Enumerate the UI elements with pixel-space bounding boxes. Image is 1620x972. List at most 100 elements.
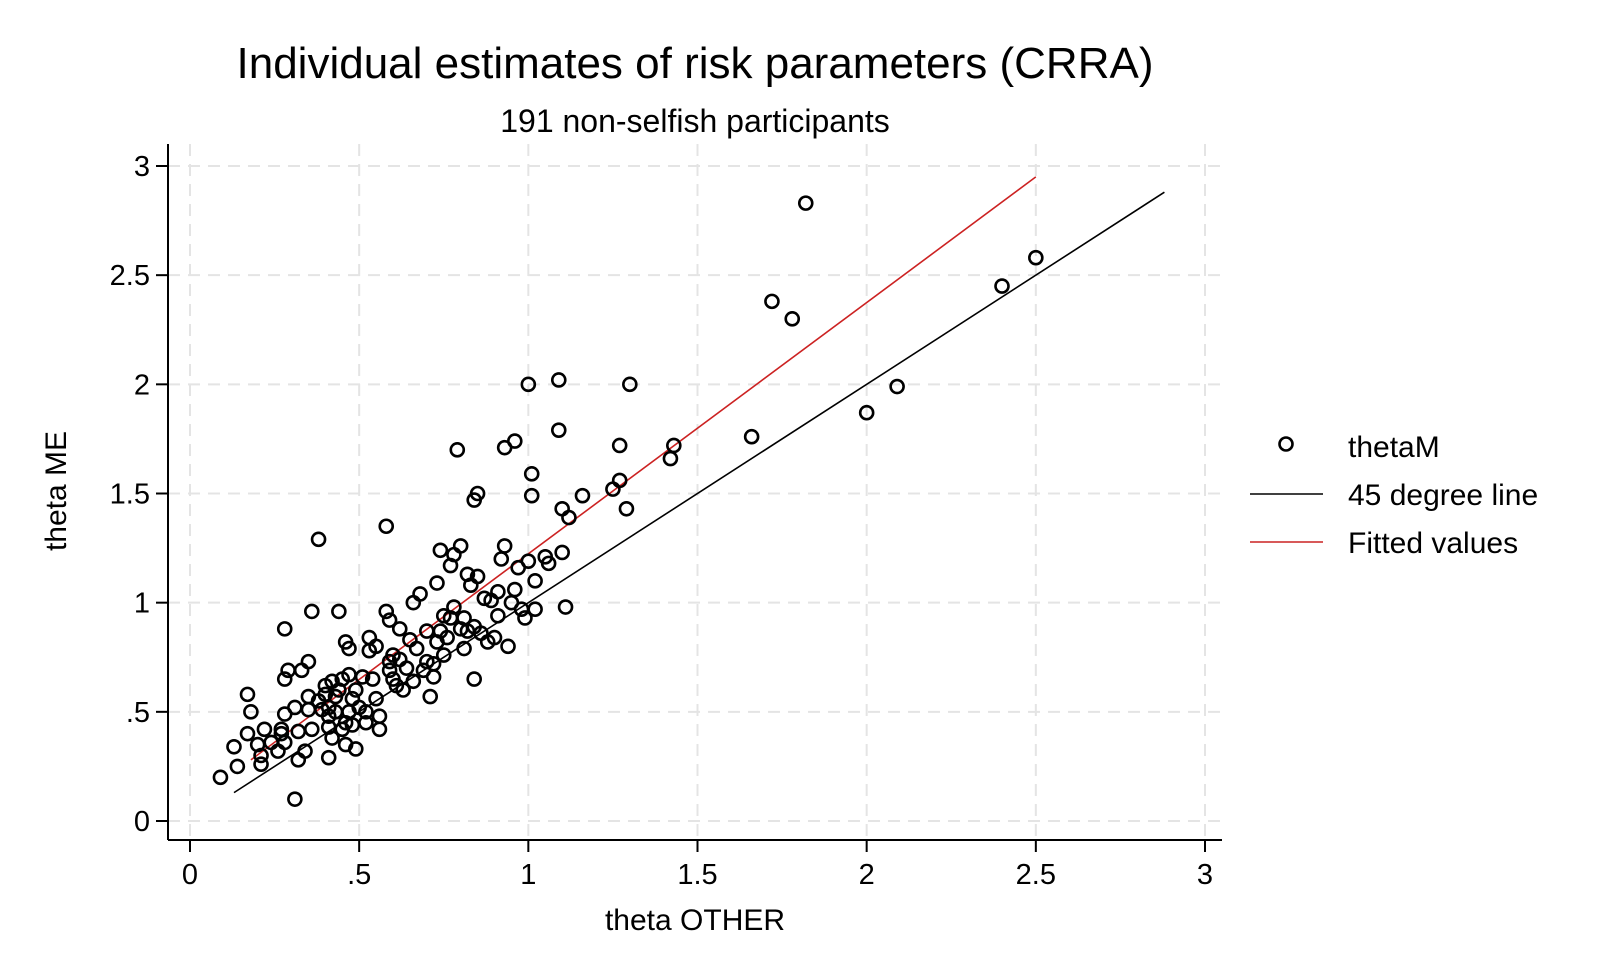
- scatter-point: [341, 640, 357, 657]
- scatter-point: [611, 472, 628, 489]
- scatter-point: [517, 610, 533, 626]
- scatter-point: [994, 278, 1010, 294]
- degree-45-line: [233, 191, 1165, 794]
- scatter-point: [226, 738, 242, 755]
- scatter-point: [506, 433, 523, 449]
- scatter-point: [429, 575, 445, 591]
- scatter-point: [476, 590, 493, 607]
- scatter-point: [276, 671, 293, 687]
- legend: thetaM 45 degree line Fitted values: [1250, 431, 1538, 560]
- scatter-point: [622, 376, 638, 393]
- y-axis-label: theta ME: [40, 431, 73, 551]
- scatter-point: [557, 599, 574, 615]
- scatter-point: [452, 538, 469, 554]
- y-tick-label: 2: [134, 369, 150, 401]
- fitted-values-line: [250, 176, 1037, 761]
- scatter-point: [310, 531, 327, 548]
- grid: [168, 144, 1222, 840]
- series-lines: [233, 176, 1165, 794]
- y-tick-label: 3: [134, 151, 150, 183]
- x-tick-label: 1: [520, 859, 536, 891]
- y-tick-label: 1.5: [110, 479, 150, 511]
- scatter-point: [446, 599, 462, 615]
- scatter-point: [368, 690, 384, 707]
- scatter-point: [256, 721, 273, 738]
- scatter-point: [439, 629, 455, 646]
- scatter-point: [574, 487, 591, 504]
- scatter-point: [276, 621, 293, 637]
- scatter-point: [408, 640, 425, 657]
- scatter-point: [520, 553, 537, 569]
- scatter-point: [435, 647, 452, 663]
- chart-title: Individual estimates of risk parameters …: [237, 39, 1154, 88]
- scatter-point: [347, 682, 364, 698]
- scatter-point: [611, 437, 628, 454]
- scatter-point: [303, 721, 320, 738]
- x-tick-label: 2: [859, 859, 875, 891]
- scatter-point: [287, 791, 303, 807]
- chart-subtitle: 191 non-selfish participants: [500, 103, 890, 139]
- legend-label: Fitted values: [1348, 527, 1518, 560]
- scatter-point: [395, 682, 411, 698]
- scatter-point: [486, 629, 503, 646]
- scatter-point: [1028, 249, 1044, 266]
- scatter-point: [331, 603, 347, 620]
- scatter-point: [506, 581, 523, 598]
- scatter-point: [496, 538, 513, 554]
- scatter-point: [358, 714, 374, 731]
- legend-label: 45 degree line: [1348, 479, 1538, 512]
- scatter-point: [435, 607, 452, 624]
- scatter-point: [527, 573, 543, 589]
- scatter-point: [520, 376, 537, 393]
- y-tick-label: .5: [126, 697, 150, 729]
- scatter-point: [273, 725, 290, 742]
- scatter-point: [858, 404, 875, 421]
- scatter-point: [391, 621, 408, 637]
- scatter-point: [300, 653, 317, 670]
- scatter-points: [212, 195, 1044, 807]
- scatter-point: [364, 671, 381, 687]
- scatter-point: [378, 518, 395, 535]
- scatter-point: [666, 437, 682, 454]
- x-tick-label: 2.5: [1016, 859, 1056, 891]
- scatter-point: [743, 428, 760, 445]
- scatter-point: [320, 749, 337, 766]
- x-tick-label: 3: [1197, 859, 1213, 891]
- scatter-point: [303, 603, 320, 620]
- scatter-point: [347, 741, 364, 757]
- scatter-point: [354, 669, 371, 685]
- scatter-point: [371, 721, 388, 738]
- scatter-point: [490, 607, 506, 624]
- scatter-point: [554, 544, 570, 561]
- scatter-point: [358, 704, 374, 720]
- scatter-point: [297, 743, 313, 759]
- scatter-point: [253, 756, 269, 773]
- x-tick-label: 1.5: [677, 859, 717, 891]
- scatter-point: [466, 671, 483, 687]
- x-axis-label: theta OTHER: [605, 904, 785, 937]
- scatter-point: [889, 378, 905, 395]
- scatter-point: [469, 485, 486, 502]
- scatter-point: [212, 769, 229, 786]
- scatter-point: [550, 422, 567, 438]
- scatter-point: [239, 725, 256, 742]
- scatter-point: [243, 704, 259, 720]
- scatter-point: [381, 612, 398, 628]
- scatter-point: [368, 638, 384, 655]
- scatter-point: [490, 583, 506, 600]
- x-tick-label: .5: [347, 859, 371, 891]
- y-tick-label: 1: [134, 588, 150, 620]
- scatter-point: [432, 542, 449, 559]
- scatter-point: [324, 730, 340, 746]
- scatter-point: [253, 747, 269, 764]
- scatter-point: [456, 640, 472, 657]
- y-tick-label: 2.5: [110, 260, 150, 292]
- scatter-point: [469, 568, 486, 585]
- scatter-point: [500, 638, 516, 655]
- scatter-point: [764, 293, 780, 310]
- scatter-point: [229, 758, 246, 775]
- scatter-point: [239, 686, 256, 703]
- scatter-point: [425, 655, 442, 672]
- scatter-point: [449, 442, 466, 458]
